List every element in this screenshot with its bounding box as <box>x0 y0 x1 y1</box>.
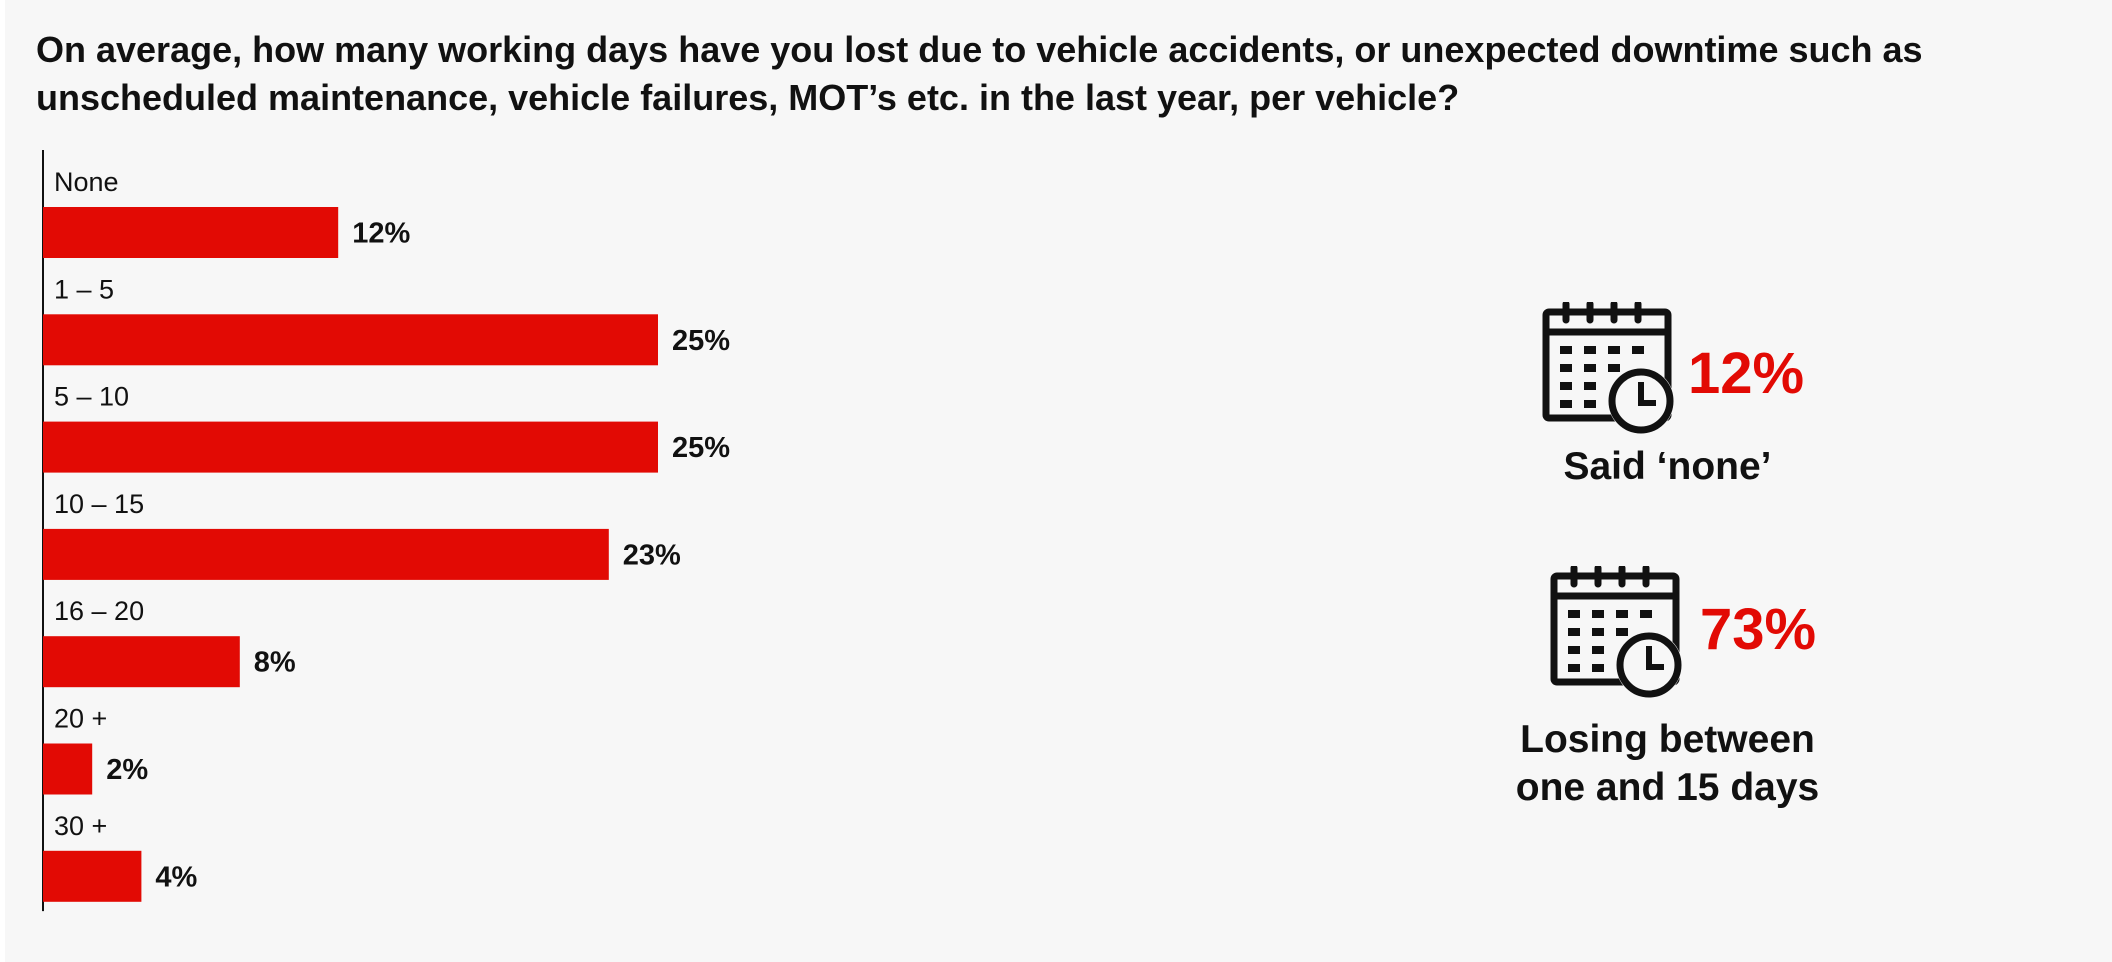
data-label: 25% <box>672 432 730 464</box>
calendar-clock-icon <box>1542 302 1674 434</box>
data-label: 12% <box>352 218 410 250</box>
category-label: 1 – 5 <box>54 274 114 304</box>
category-label: 5 – 10 <box>54 382 129 412</box>
stat-caption-one-to-fifteen: Losing between one and 15 days <box>1460 716 1875 812</box>
category-label: 16 – 20 <box>54 596 144 626</box>
category-label: None <box>54 167 119 197</box>
calendar-clock-icon <box>1550 566 1682 698</box>
bar-chart: None 12% 1 – 5 25% 5 – 10 25% 10 – 15 23% 16 – 2… <box>42 150 730 912</box>
stat-value-one-to-fifteen: 73% <box>1700 597 1817 662</box>
bar <box>43 528 609 580</box>
data-label: 8% <box>254 647 296 679</box>
bar <box>43 636 240 688</box>
bar <box>43 743 93 795</box>
stat-caption-line: Losing between <box>1520 718 1815 761</box>
chart-title: On average, how many working days have y… <box>36 29 1923 118</box>
stat-caption-line: one and 15 days <box>1515 766 1820 809</box>
data-label: 2% <box>106 754 148 786</box>
chart-panel <box>5 0 2112 962</box>
category-label: 20 + <box>54 704 107 734</box>
data-label: 4% <box>155 861 197 893</box>
bar <box>43 850 142 902</box>
data-label: 25% <box>672 325 730 357</box>
stat-caption-line: Said ‘none’ <box>1563 445 1772 488</box>
stat-caption-none: Said ‘none’ <box>1460 443 1875 491</box>
category-label: 30 + <box>54 811 107 841</box>
bar <box>43 314 658 366</box>
bar <box>43 207 339 258</box>
stat-value-none: 12% <box>1688 341 1805 406</box>
category-label: 10 – 15 <box>54 489 144 519</box>
bar <box>43 421 658 473</box>
data-label: 23% <box>623 539 681 571</box>
